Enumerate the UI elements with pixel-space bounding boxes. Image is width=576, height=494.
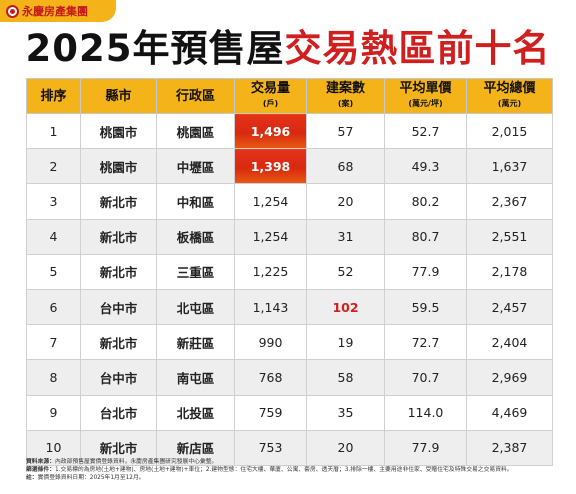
- cell-rank: 9: [26, 394, 81, 431]
- cell-district: 北投區: [156, 394, 235, 431]
- header-rank: 排序: [26, 78, 81, 114]
- title-part2: 交易熱區前十名: [284, 27, 551, 70]
- cell-volume: 990: [234, 324, 307, 361]
- cell-volume: 1,398: [234, 148, 307, 185]
- ranking-table: 排序 縣市 行政區 交易量 (戶) 建案數 (案) 平均單價 (萬元/坪) 平均總價(…: [26, 78, 553, 466]
- cell-projects: 19: [306, 324, 385, 361]
- table-row: 5 新北市 三重區 1,225 52 77.9 2,178: [26, 253, 553, 290]
- cell-total-price: 2,404: [466, 324, 553, 361]
- header-district: 行政區: [156, 78, 235, 114]
- cell-projects: 31: [306, 218, 385, 255]
- cell-volume: 759: [234, 394, 307, 431]
- cell-total-price: 4,469: [466, 394, 553, 431]
- table-row: 8 台中市 南屯區 768 58 70.7 2,969: [26, 359, 553, 396]
- cell-rank: 6: [26, 288, 81, 326]
- cell-district: 新莊區: [156, 324, 235, 361]
- cell-unit-price: 72.7: [384, 324, 467, 361]
- cell-projects: 58: [306, 359, 385, 396]
- cell-rank: 7: [26, 324, 81, 361]
- cell-city: 新北市: [80, 183, 157, 220]
- cell-total-price: 2,969: [466, 359, 553, 396]
- cell-rank: 3: [26, 183, 81, 220]
- note-filter: 篩選條件：1.交易標的為房地(土地+建物)、房地(土地+建物)+車位；2.建物型…: [26, 467, 513, 474]
- cell-unit-price: 114.0: [384, 394, 467, 431]
- cell-unit-price: 49.3: [384, 148, 467, 185]
- cell-city: 台中市: [80, 288, 157, 326]
- table-row: 9 台北市 北投區 759 35 114.0 4,469: [26, 394, 553, 431]
- cell-city: 新北市: [80, 253, 157, 290]
- cell-volume: 1,496: [234, 112, 307, 150]
- table-row: 3 新北市 中和區 1,254 20 80.2 2,367: [26, 183, 553, 220]
- cell-district: 桃園區: [156, 112, 235, 150]
- table-row: 2 桃園市 中壢區 1,398 68 49.3 1,637: [26, 148, 553, 185]
- cell-total-price: 2,457: [466, 288, 553, 326]
- cell-total-price: 2,367: [466, 183, 553, 220]
- cell-total-price: 2,387: [466, 429, 553, 466]
- cell-volume: 1,254: [234, 218, 307, 255]
- cell-rank: 4: [26, 218, 81, 255]
- cell-city: 桃園市: [80, 148, 157, 185]
- cell-projects: 52: [306, 253, 385, 290]
- header-city: 縣市: [80, 78, 157, 114]
- brand-logo: 永慶房產集團: [0, 0, 116, 22]
- table-header-row: 排序 縣市 行政區 交易量 (戶) 建案數 (案) 平均單價 (萬元/坪) 平均總價(…: [26, 78, 553, 114]
- cell-district: 新店區: [156, 429, 235, 466]
- cell-projects: 102: [306, 288, 385, 326]
- cell-volume: 1,225: [234, 253, 307, 290]
- cell-projects: 68: [306, 148, 385, 185]
- cell-volume: 1,143: [234, 288, 307, 326]
- cell-city: 桃園市: [80, 112, 157, 150]
- cell-city: 新北市: [80, 324, 157, 361]
- page-title: 2025年預售屋交易熱區前十名: [0, 26, 576, 72]
- cell-district: 中和區: [156, 183, 235, 220]
- cell-volume: 768: [234, 359, 307, 396]
- cell-unit-price: 80.7: [384, 218, 467, 255]
- cell-unit-price: 77.9: [384, 429, 467, 466]
- cell-unit-price: 52.7: [384, 112, 467, 150]
- header-volume: 交易量 (戶): [234, 78, 307, 114]
- cell-rank: 1: [26, 112, 81, 150]
- cell-rank: 5: [26, 253, 81, 290]
- cell-district: 南屯區: [156, 359, 235, 396]
- footnotes: 資料來源：內政部預售屋實價登錄資料，永慶房產集團研究發展中心彙整。 篩選條件：1…: [26, 458, 566, 483]
- cell-district: 北屯區: [156, 288, 235, 326]
- cell-district: 中壢區: [156, 148, 235, 185]
- cell-unit-price: 80.2: [384, 183, 467, 220]
- note-date: 註：實價登錄資料日期：2025年1月至12月。: [26, 475, 145, 482]
- table-row: 4 新北市 板橋區 1,254 31 80.7 2,551: [26, 218, 553, 255]
- cell-projects: 57: [306, 112, 385, 150]
- header-total-price: 平均總價 (萬元): [466, 78, 553, 114]
- cell-projects: 20: [306, 183, 385, 220]
- brand-name: 永慶房產集團: [22, 5, 88, 18]
- cell-rank: 10: [26, 429, 81, 466]
- table-row: 7 新北市 新莊區 990 19 72.7 2,404: [26, 324, 553, 361]
- cell-city: 台北市: [80, 394, 157, 431]
- brand-logo-icon: [6, 4, 19, 18]
- cell-rank: 8: [26, 359, 81, 396]
- cell-unit-price: 59.5: [384, 288, 467, 326]
- title-part1: 2025年預售屋: [25, 27, 285, 70]
- note-source: 資料來源：內政部預售屋實價登錄資料，永慶房產集團研究發展中心彙整。: [26, 459, 218, 465]
- header-projects: 建案數 (案): [306, 78, 385, 114]
- cell-projects: 35: [306, 394, 385, 431]
- cell-district: 板橋區: [156, 218, 235, 255]
- table-row: 10 新北市 新店區 753 20 77.9 2,387: [26, 429, 553, 466]
- cell-total-price: 2,178: [466, 253, 553, 290]
- cell-city: 台中市: [80, 359, 157, 396]
- cell-total-price: 2,015: [466, 112, 553, 150]
- header-unit-price: 平均單價 (萬元/坪): [384, 78, 467, 114]
- cell-projects: 20: [306, 429, 385, 466]
- cell-unit-price: 70.7: [384, 359, 467, 396]
- table-row: 1 桃園市 桃園區 1,496 57 52.7 2,015: [26, 112, 553, 150]
- cell-city: 新北市: [80, 218, 157, 255]
- cell-total-price: 1,637: [466, 148, 553, 185]
- cell-unit-price: 77.9: [384, 253, 467, 290]
- cell-district: 三重區: [156, 253, 235, 290]
- cell-total-price: 2,551: [466, 218, 553, 255]
- cell-rank: 2: [26, 148, 81, 185]
- table-row: 6 台中市 北屯區 1,143 102 59.5 2,457: [26, 288, 553, 326]
- cell-volume: 1,254: [234, 183, 307, 220]
